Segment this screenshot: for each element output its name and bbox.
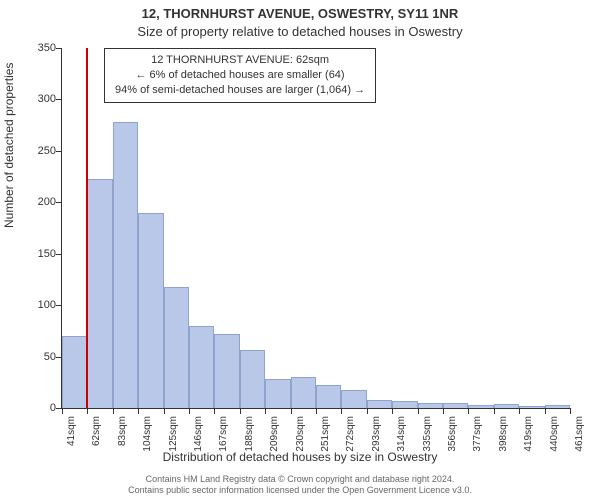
x-tick-label: 146sqm: [193, 416, 204, 456]
histogram-bar: [341, 390, 366, 409]
x-tick-label: 167sqm: [218, 416, 229, 456]
x-tick: [189, 408, 190, 414]
annotation-box: 12 THORNHURST AVENUE: 62sqm ← 6% of deta…: [104, 48, 376, 103]
y-tick: [56, 151, 62, 152]
x-tick: [265, 408, 266, 414]
y-tick: [56, 99, 62, 100]
x-tick: [316, 408, 317, 414]
x-tick-label: 440sqm: [549, 416, 560, 456]
x-tick: [570, 408, 571, 414]
histogram-bar: [265, 379, 290, 408]
x-tick: [545, 408, 546, 414]
y-tick-label: 150: [38, 248, 56, 260]
chart-title-main: 12, THORNHURST AVENUE, OSWESTRY, SY11 1N…: [0, 6, 600, 21]
x-tick-label: 272sqm: [345, 416, 356, 456]
y-tick: [56, 305, 62, 306]
x-tick-label: 104sqm: [142, 416, 153, 456]
x-tick: [164, 408, 165, 414]
histogram-bar: [214, 334, 239, 408]
y-tick-label: 100: [38, 299, 56, 311]
y-tick-label: 250: [38, 145, 56, 157]
histogram-bar: [87, 179, 112, 408]
x-tick-label: 62sqm: [91, 416, 102, 456]
y-tick-label: 50: [44, 351, 56, 363]
histogram-bar: [240, 350, 265, 408]
histogram-bar: [113, 122, 138, 408]
x-tick: [87, 408, 88, 414]
y-tick: [56, 202, 62, 203]
x-tick-label: 356sqm: [447, 416, 458, 456]
x-tick: [418, 408, 419, 414]
y-tick-label: 350: [38, 42, 56, 54]
x-tick-label: 377sqm: [472, 416, 483, 456]
x-tick: [443, 408, 444, 414]
annotation-line-1: 12 THORNHURST AVENUE: 62sqm: [115, 53, 365, 68]
x-tick-label: 314sqm: [396, 416, 407, 456]
x-tick-label: 41sqm: [66, 416, 77, 456]
reference-line: [86, 48, 88, 408]
x-tick-label: 230sqm: [295, 416, 306, 456]
x-tick-label: 398sqm: [498, 416, 509, 456]
x-tick: [519, 408, 520, 414]
histogram-bar: [189, 326, 214, 408]
histogram-bar: [291, 377, 316, 408]
x-tick: [113, 408, 114, 414]
x-tick: [240, 408, 241, 414]
x-tick: [214, 408, 215, 414]
histogram-bar: [164, 287, 189, 408]
chart-container: 12, THORNHURST AVENUE, OSWESTRY, SY11 1N…: [0, 0, 600, 500]
x-tick: [341, 408, 342, 414]
y-tick: [56, 254, 62, 255]
x-tick-label: 125sqm: [168, 416, 179, 456]
annotation-line-2: ← 6% of detached houses are smaller (64): [115, 68, 365, 83]
histogram-bar: [316, 385, 341, 408]
x-tick-label: 83sqm: [117, 416, 128, 456]
x-tick: [291, 408, 292, 414]
histogram-bar: [62, 336, 87, 408]
y-tick: [56, 357, 62, 358]
annotation-line-3: 94% of semi-detached houses are larger (…: [115, 83, 365, 98]
x-tick-label: 419sqm: [523, 416, 534, 456]
x-tick: [392, 408, 393, 414]
histogram-bar: [138, 213, 163, 408]
x-tick-label: 461sqm: [574, 416, 585, 456]
x-tick: [62, 408, 63, 414]
y-tick: [56, 48, 62, 49]
x-tick: [367, 408, 368, 414]
y-tick-label: 0: [50, 402, 56, 414]
x-tick-label: 209sqm: [269, 416, 280, 456]
y-axis-label: Number of detached properties: [2, 63, 16, 228]
footer-attribution: Contains HM Land Registry data © Crown c…: [0, 474, 600, 497]
footer-line-1: Contains HM Land Registry data © Crown c…: [0, 474, 600, 485]
x-tick-label: 188sqm: [244, 416, 255, 456]
x-tick-label: 251sqm: [320, 416, 331, 456]
x-tick: [468, 408, 469, 414]
x-tick: [138, 408, 139, 414]
histogram-bar: [367, 400, 392, 408]
x-tick-label: 335sqm: [422, 416, 433, 456]
chart-title-sub: Size of property relative to detached ho…: [0, 24, 600, 39]
x-tick-label: 293sqm: [371, 416, 382, 456]
footer-line-2: Contains public sector information licen…: [0, 485, 600, 496]
y-tick-label: 300: [38, 93, 56, 105]
y-tick-label: 200: [38, 196, 56, 208]
y-axis-line: [61, 48, 62, 408]
histogram-bar: [392, 401, 417, 408]
x-tick: [494, 408, 495, 414]
